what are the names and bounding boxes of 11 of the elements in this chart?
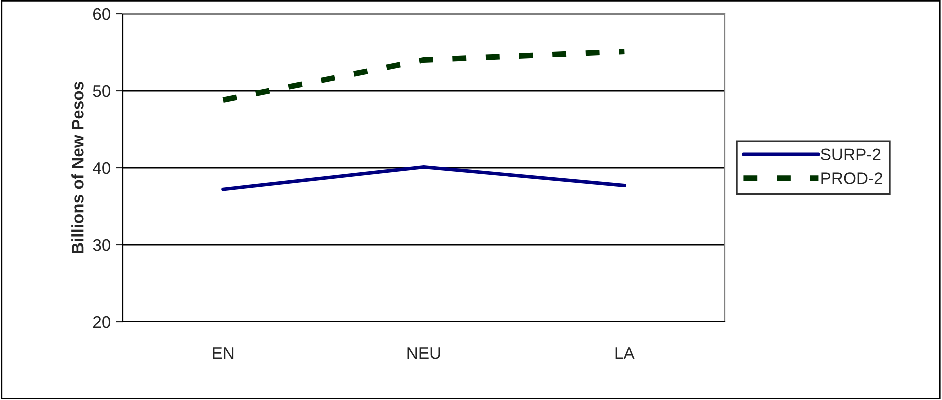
- y-tick-label: 30: [93, 239, 111, 252]
- x-tick-label: LA: [616, 348, 635, 360]
- y-tick-label: 50: [93, 85, 111, 98]
- y-tick-label: 20: [93, 316, 111, 328]
- y-axis-title: Billions of New Pesos: [72, 82, 84, 254]
- legend-label: PROD-2: [822, 172, 883, 184]
- y-tick-label: 40: [93, 162, 111, 174]
- x-tick-label: NEU: [408, 348, 440, 360]
- y-tick-label: 60: [94, 8, 111, 20]
- legend-label: SURP-2: [821, 148, 881, 161]
- x-tick-label: EN: [213, 348, 234, 360]
